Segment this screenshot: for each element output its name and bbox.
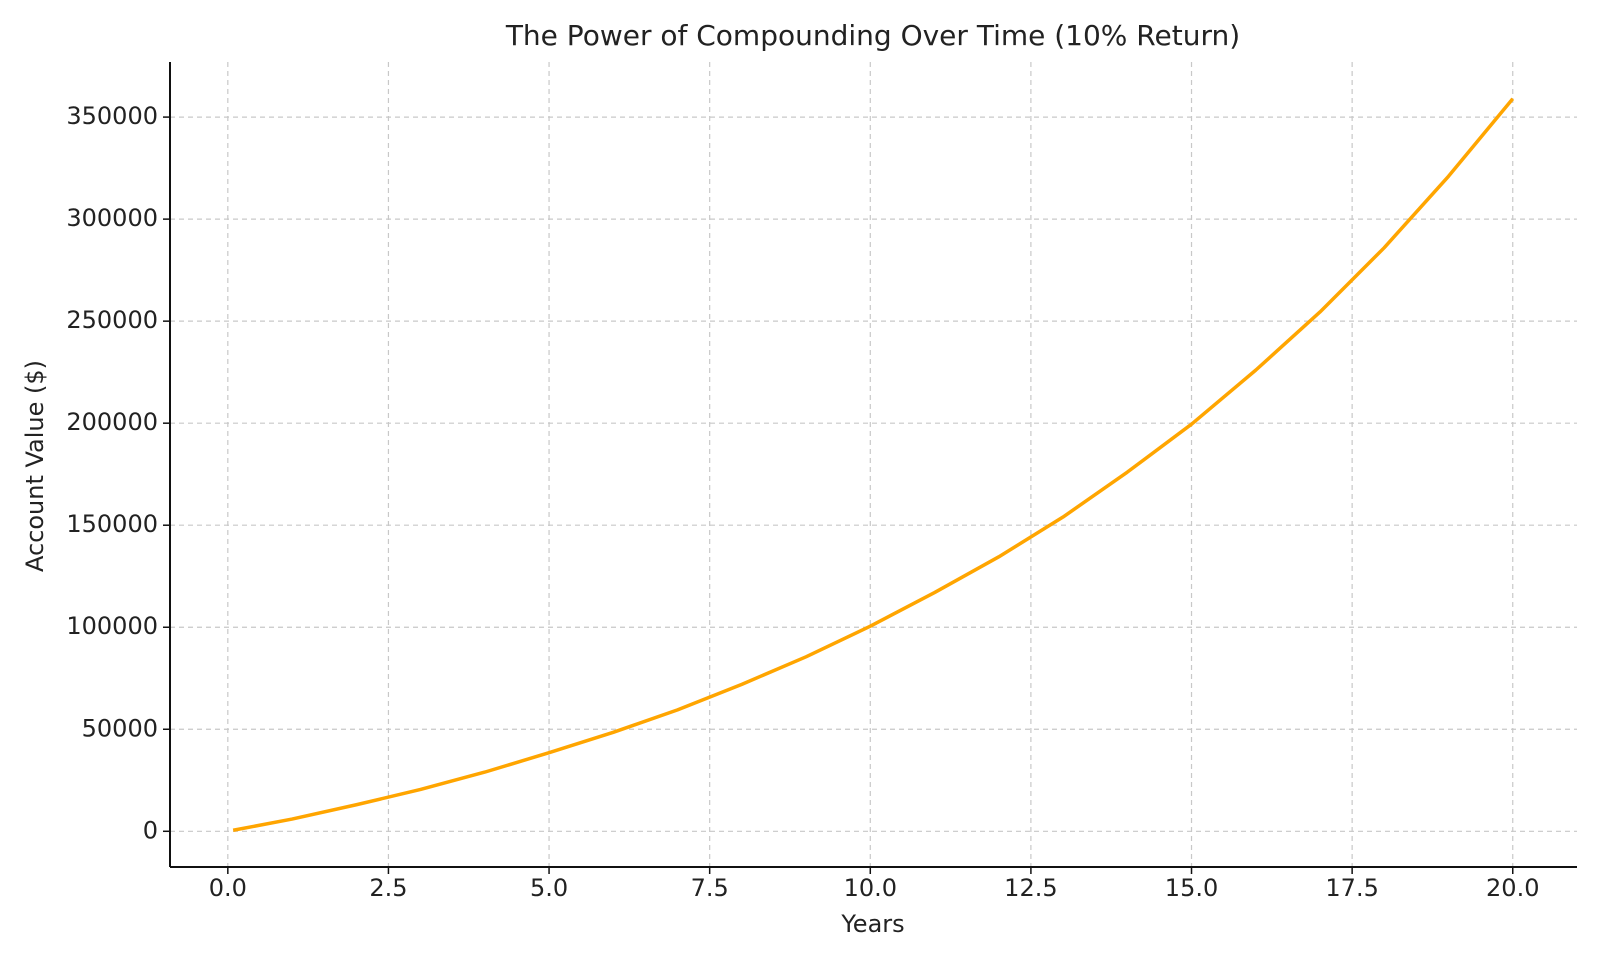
y-tick-label: 250000: [66, 306, 158, 334]
y-tick-label: 0: [143, 816, 158, 844]
x-tick-label: 12.5: [1004, 874, 1057, 902]
x-tick-label: 17.5: [1325, 874, 1378, 902]
x-tick-label: 10.0: [844, 874, 897, 902]
x-axis-label: Years: [840, 910, 904, 938]
y-tick-label: 350000: [66, 102, 158, 130]
y-axis-label: Account Value ($): [21, 360, 49, 572]
x-tick-label: 20.0: [1486, 874, 1539, 902]
line: [232, 97, 1515, 832]
y-tick-label: 150000: [66, 510, 158, 538]
x-tick-label: 15.0: [1165, 874, 1218, 902]
x-tick-label: 0.0: [209, 874, 247, 902]
chart-title: The Power of Compounding Over Time (10% …: [505, 19, 1240, 52]
y-tick-label: 100000: [66, 612, 158, 640]
y-tick-label: 50000: [82, 714, 158, 742]
x-tick-label: 5.0: [530, 874, 568, 902]
x-tick-label: 2.5: [369, 874, 407, 902]
y-tick-label: 200000: [66, 408, 158, 436]
x-tick-label: 7.5: [691, 874, 729, 902]
y-tick-label: 300000: [66, 204, 158, 232]
